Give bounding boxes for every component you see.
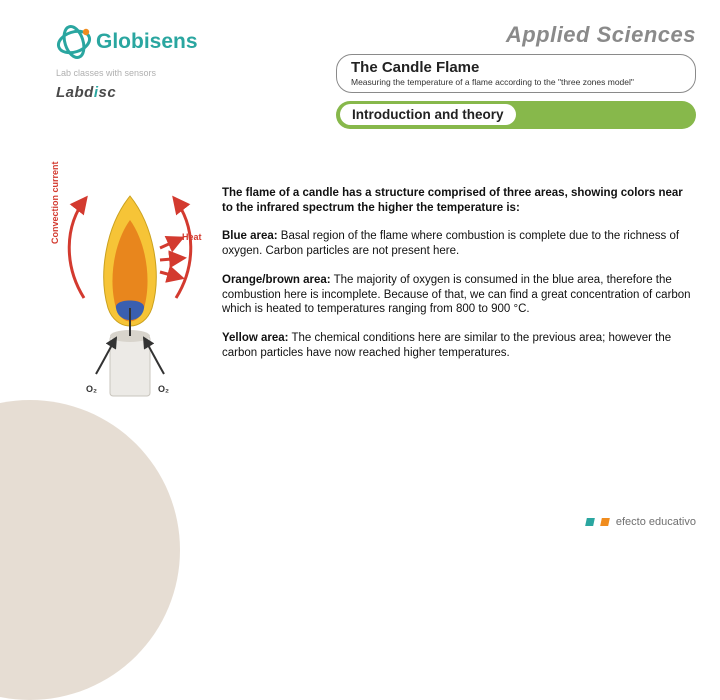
label-convection: Convection current [50,154,60,244]
category-label: Applied Sciences [336,22,696,48]
content-row: Convection current Heat O₂ O₂ The flame … [56,186,692,416]
brand-product: Labdisc [56,84,206,101]
text-column: The flame of a candle has a structure co… [222,186,692,416]
brand-tagline: Lab classes with sensors [56,68,206,78]
footer-icon [585,518,595,526]
blue-area-paragraph: Blue area: Basal region of the flame whe… [222,229,692,258]
corner-accent [0,400,180,700]
flame-svg [56,186,204,416]
orange-area-paragraph: Orange/brown area: The majority of oxyge… [222,273,692,317]
lesson-subtitle: Measuring the temperature of a flame acc… [351,78,681,88]
title-pill: The Candle Flame Measuring the temperatu… [336,54,696,93]
section-label: Introduction and theory [340,104,516,125]
footer-brand: efecto educativo [586,516,696,528]
blue-area-text: Basal region of the flame where combusti… [222,230,679,257]
footer-company: efecto educativo [616,516,696,528]
intro-paragraph: The flame of a candle has a structure co… [222,186,692,215]
label-heat: Heat [182,232,202,242]
label-o2-right: O₂ [158,384,169,394]
yellow-area-label: Yellow area: [222,332,288,344]
yellow-area-text: The chemical conditions here are similar… [222,332,671,359]
orange-area-label: Orange/brown area: [222,274,331,286]
yellow-area-paragraph: Yellow area: The chemical conditions her… [222,331,692,360]
brand-name: Globisens [96,30,198,53]
section-band: Introduction and theory [336,101,696,129]
label-o2-left: O₂ [86,384,97,394]
footer-icon [600,518,610,526]
header-block: Applied Sciences The Candle Flame Measur… [336,22,696,129]
blue-area-label: Blue area: [222,230,278,242]
lesson-title: The Candle Flame [351,59,681,76]
globisens-logo: Globisens [56,24,206,66]
flame-diagram: Convection current Heat O₂ O₂ [56,186,204,416]
brand-block: Globisens Lab classes with sensors Labdi… [56,24,206,101]
